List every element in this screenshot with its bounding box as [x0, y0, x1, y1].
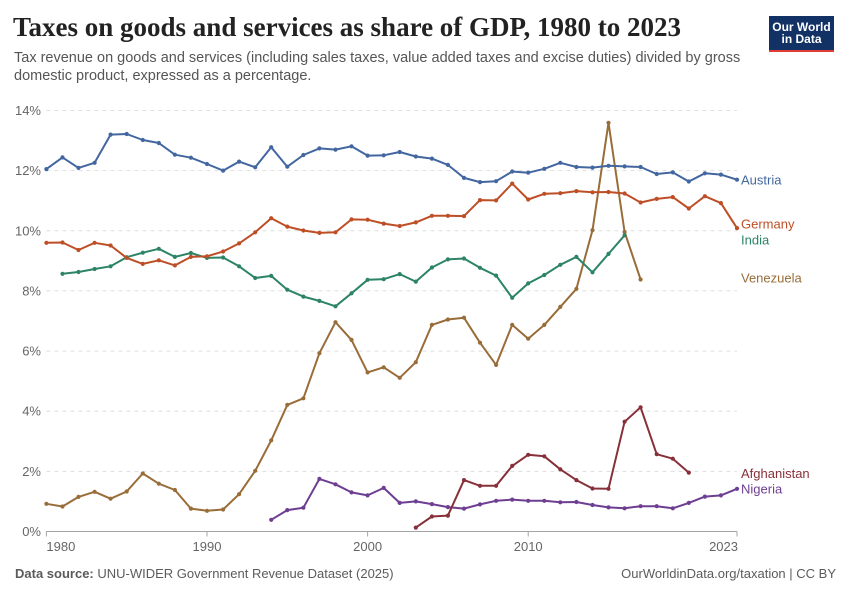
svg-text:1980: 1980 — [46, 539, 75, 554]
svg-text:6%: 6% — [22, 344, 41, 359]
svg-text:12%: 12% — [15, 163, 41, 178]
svg-text:India: India — [741, 233, 770, 248]
svg-text:Venezuela: Venezuela — [741, 271, 802, 286]
svg-text:2010: 2010 — [514, 539, 543, 554]
svg-text:8%: 8% — [22, 283, 41, 298]
svg-text:10%: 10% — [15, 223, 41, 238]
svg-text:Austria: Austria — [741, 173, 782, 188]
svg-text:Nigeria: Nigeria — [741, 482, 783, 497]
svg-text:14%: 14% — [15, 103, 41, 118]
svg-text:1990: 1990 — [193, 539, 222, 554]
svg-text:Afghanistan: Afghanistan — [741, 466, 810, 481]
svg-text:2023: 2023 — [709, 539, 738, 554]
svg-text:4%: 4% — [22, 404, 41, 419]
svg-text:Germany: Germany — [741, 217, 795, 232]
svg-text:2%: 2% — [22, 464, 41, 479]
svg-text:2000: 2000 — [353, 539, 382, 554]
svg-text:0%: 0% — [22, 524, 41, 539]
